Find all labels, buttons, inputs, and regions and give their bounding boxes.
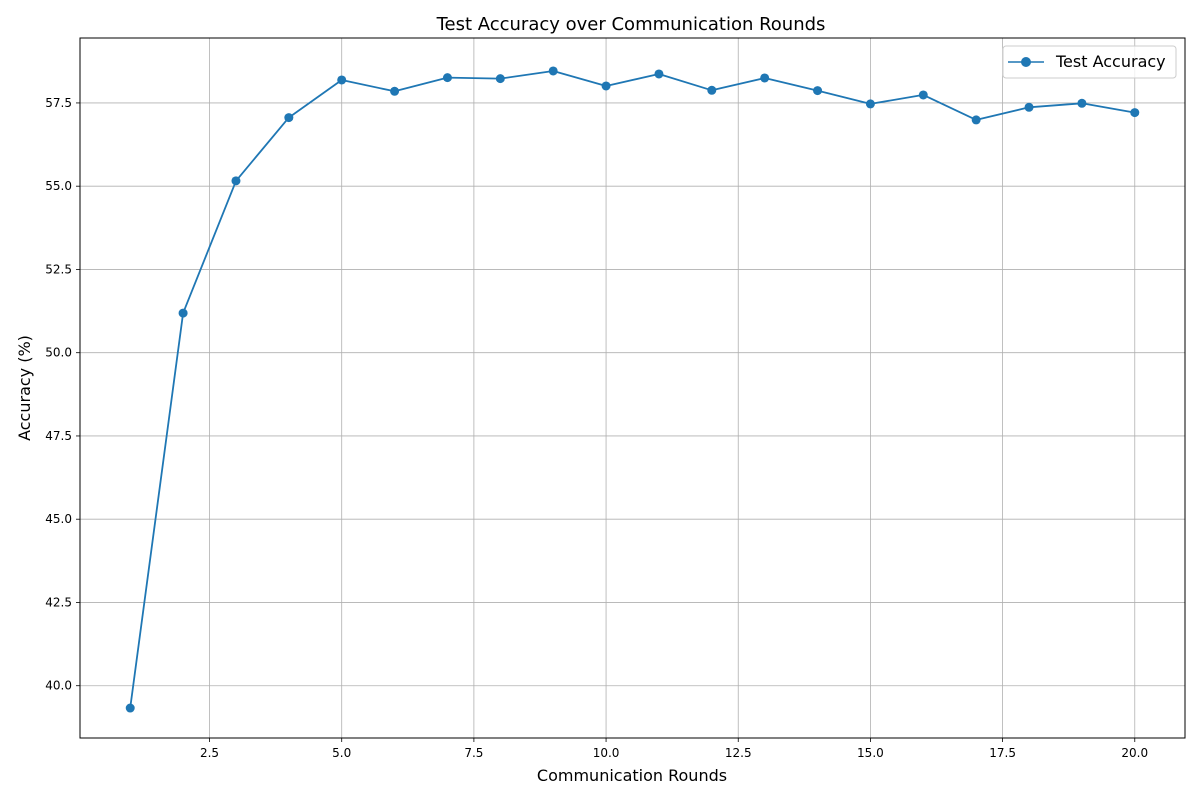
data-point bbox=[1130, 108, 1140, 118]
data-point bbox=[337, 75, 347, 85]
data-point bbox=[284, 113, 294, 123]
grid-lines bbox=[80, 38, 1185, 738]
y-tick-label: 52.5 bbox=[45, 262, 72, 276]
legend-box bbox=[1002, 45, 1177, 79]
data-point bbox=[390, 86, 400, 96]
legend-label: Test Accuracy bbox=[1055, 52, 1166, 71]
legend-marker-swatch bbox=[1021, 57, 1031, 67]
x-tick-label: 17.5 bbox=[989, 746, 1016, 760]
x-tick-label: 10.0 bbox=[593, 746, 620, 760]
y-axis-label: Accuracy (%) bbox=[15, 335, 34, 441]
x-tick-label: 5.0 bbox=[332, 746, 351, 760]
x-tick-label: 2.5 bbox=[200, 746, 219, 760]
y-tick-label: 50.0 bbox=[45, 346, 72, 360]
data-point bbox=[601, 81, 611, 91]
data-point bbox=[654, 69, 664, 79]
data-point bbox=[707, 85, 717, 95]
y-tick-label: 55.0 bbox=[45, 179, 72, 193]
series-line bbox=[129, 70, 1135, 709]
data-point bbox=[1024, 102, 1034, 112]
y-tick-label: 40.0 bbox=[45, 679, 72, 693]
y-tick-label: 42.5 bbox=[45, 595, 72, 609]
chart-title: Test Accuracy over Communication Rounds bbox=[436, 14, 826, 35]
x-tick-label: 12.5 bbox=[725, 746, 752, 760]
legend: Test Accuracy bbox=[1002, 45, 1177, 79]
data-point bbox=[231, 176, 241, 186]
data-point bbox=[760, 73, 770, 83]
data-series bbox=[125, 66, 1140, 713]
y-tick-label: 57.5 bbox=[45, 96, 72, 110]
data-point bbox=[1077, 98, 1087, 108]
data-point bbox=[548, 66, 558, 76]
data-point bbox=[495, 74, 505, 84]
x-tick-label: 15.0 bbox=[857, 746, 884, 760]
axis-ticks: 2.5 5.0 7.5 10.0 12.5 15.0 17.5 20.0 40.0 42.5 45.… bbox=[45, 96, 1148, 760]
plot-area-frame bbox=[79, 37, 1186, 739]
x-axis-label: Communication Rounds bbox=[537, 766, 727, 785]
data-point bbox=[813, 86, 823, 96]
y-tick-label: 45.0 bbox=[45, 512, 72, 526]
x-tick-label: 20.0 bbox=[1121, 746, 1148, 760]
data-point bbox=[865, 99, 875, 109]
data-point bbox=[125, 703, 135, 713]
data-point bbox=[918, 90, 928, 100]
y-tick-label: 47.5 bbox=[45, 429, 72, 443]
data-point bbox=[178, 308, 188, 318]
x-tick-label: 7.5 bbox=[464, 746, 483, 760]
data-point bbox=[442, 73, 452, 83]
data-point bbox=[971, 115, 981, 125]
